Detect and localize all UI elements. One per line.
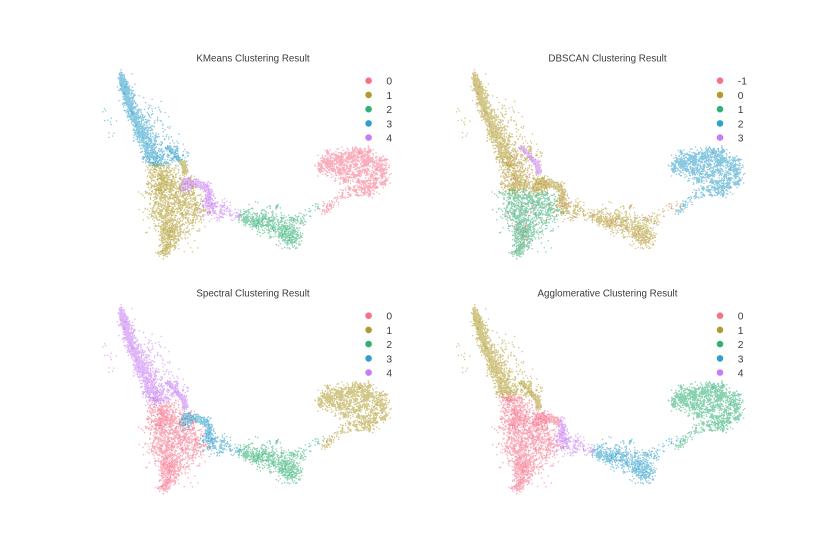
svg-text:1: 1 xyxy=(738,326,744,337)
svg-text:3: 3 xyxy=(738,134,744,145)
svg-text:4: 4 xyxy=(386,134,392,145)
svg-text:1: 1 xyxy=(386,326,392,337)
svg-text:2: 2 xyxy=(386,105,392,116)
svg-text:0: 0 xyxy=(738,91,744,102)
svg-text:Agglomerative Clustering Resul: Agglomerative Clustering Result xyxy=(538,289,678,300)
svg-text:KMeans Clustering Result: KMeans Clustering Result xyxy=(196,54,310,65)
svg-text:-1: -1 xyxy=(738,77,747,88)
svg-text:0: 0 xyxy=(738,312,744,323)
svg-text:0: 0 xyxy=(386,312,392,323)
svg-text:1: 1 xyxy=(386,91,392,102)
svg-text:DBSCAN Clustering Result: DBSCAN Clustering Result xyxy=(548,54,666,65)
svg-text:3: 3 xyxy=(738,354,744,365)
svg-text:1: 1 xyxy=(738,105,744,116)
svg-text:4: 4 xyxy=(386,369,392,380)
svg-text:2: 2 xyxy=(738,119,744,130)
svg-text:2: 2 xyxy=(738,340,744,351)
svg-text:0: 0 xyxy=(386,77,392,88)
svg-text:3: 3 xyxy=(386,119,392,130)
svg-text:Spectral Clustering Result: Spectral Clustering Result xyxy=(196,289,310,300)
svg-text:2: 2 xyxy=(386,340,392,351)
svg-text:3: 3 xyxy=(386,354,392,365)
svg-text:4: 4 xyxy=(738,369,744,380)
